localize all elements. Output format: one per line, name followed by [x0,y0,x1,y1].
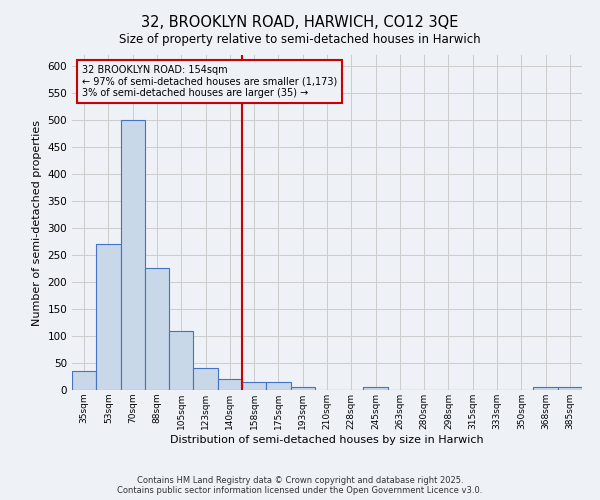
Bar [364,388,388,390]
Bar [558,388,582,390]
Text: 32, BROOKLYN ROAD, HARWICH, CO12 3QE: 32, BROOKLYN ROAD, HARWICH, CO12 3QE [142,15,458,30]
Bar [169,330,193,390]
Bar [193,368,218,390]
Text: 32 BROOKLYN ROAD: 154sqm
← 97% of semi-detached houses are smaller (1,173)
3% of: 32 BROOKLYN ROAD: 154sqm ← 97% of semi-d… [82,65,337,98]
Bar [96,244,121,390]
Bar [533,388,558,390]
Bar [145,268,169,390]
Y-axis label: Number of semi-detached properties: Number of semi-detached properties [32,120,42,326]
Bar [266,382,290,390]
Bar [72,371,96,390]
Bar [290,388,315,390]
Bar [242,382,266,390]
Bar [218,379,242,390]
Text: Contains HM Land Registry data © Crown copyright and database right 2025.
Contai: Contains HM Land Registry data © Crown c… [118,476,482,495]
Text: Size of property relative to semi-detached houses in Harwich: Size of property relative to semi-detach… [119,32,481,46]
Bar [121,120,145,390]
X-axis label: Distribution of semi-detached houses by size in Harwich: Distribution of semi-detached houses by … [170,434,484,444]
